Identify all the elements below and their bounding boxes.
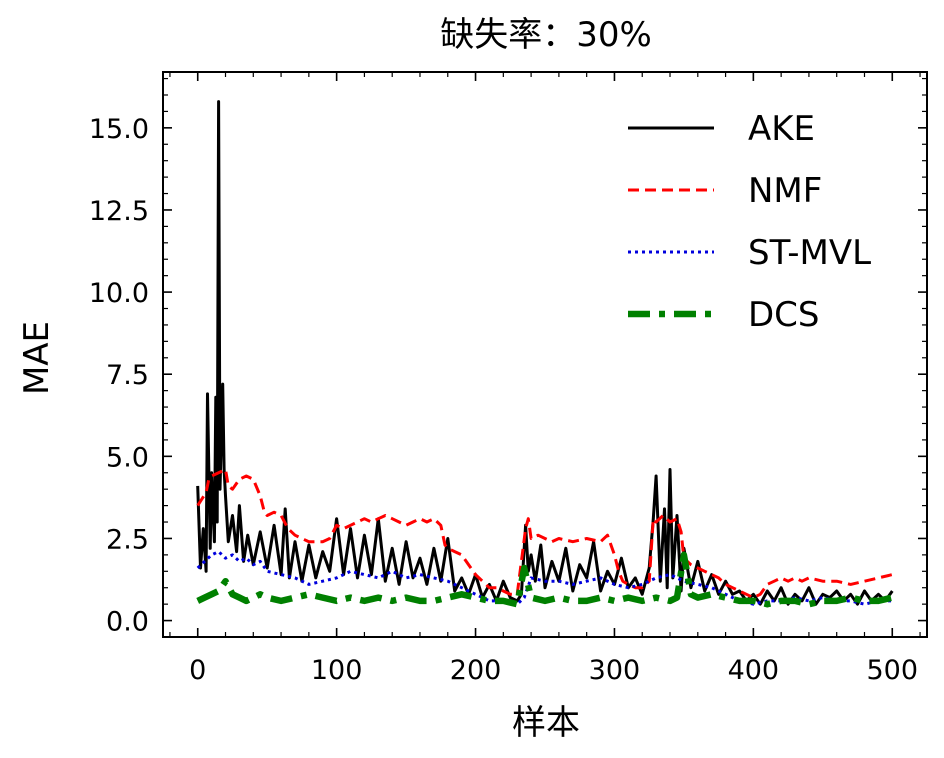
x-axis-label: 样本 <box>512 703 580 743</box>
x-tick-label: 200 <box>450 655 502 686</box>
x-tick-label: 400 <box>728 655 780 686</box>
y-tick-label: 0.0 <box>106 607 149 638</box>
ticks-layer: 0 100 200 300 400 500 0.0 2.5 5.0 7.5 10.0 12.5 15.0 <box>89 72 927 686</box>
series-line-dcs <box>196 551 894 608</box>
y-axis-label: MAE <box>17 321 57 395</box>
x-tick-label: 500 <box>866 655 918 686</box>
chart-title: 缺失率：30% <box>440 15 652 55</box>
legend-label-dcs: DCS <box>748 295 820 335</box>
y-tick-label: 2.5 <box>106 524 149 555</box>
y-tick-label: 10.0 <box>89 278 149 309</box>
x-tick-label: 0 <box>189 655 206 686</box>
y-tick-label: 5.0 <box>106 442 149 473</box>
plot-frame <box>162 71 928 638</box>
series-layer <box>196 100 894 608</box>
series-line-nmf <box>196 468 893 600</box>
y-tick-label: 12.5 <box>89 196 149 227</box>
x-tick-label: 300 <box>589 655 641 686</box>
legend-label-st-mvl: ST-MVL <box>748 233 871 273</box>
y-tick-label: 15.0 <box>89 114 149 145</box>
legend-label-nmf: NMF <box>748 171 822 211</box>
legend: AKE NMF ST-MVL DCS <box>628 109 871 335</box>
y-tick-label: 7.5 <box>106 360 149 391</box>
x-tick-label: 100 <box>311 655 363 686</box>
legend-label-ake: AKE <box>748 109 815 149</box>
